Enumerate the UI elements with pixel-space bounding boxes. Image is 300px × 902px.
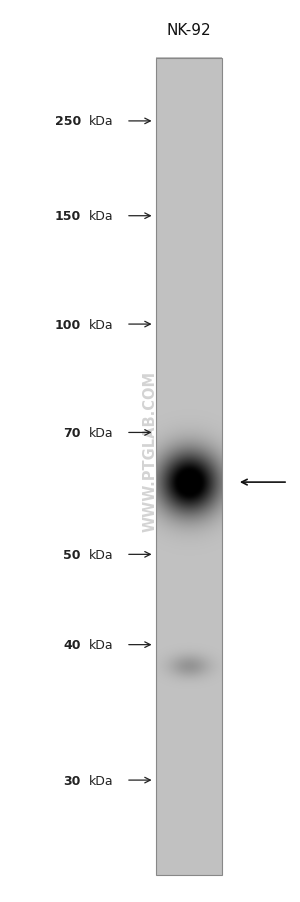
Text: kDa: kDa [88, 548, 113, 561]
Text: 50: 50 [64, 548, 81, 561]
Text: 40: 40 [64, 639, 81, 651]
Text: 150: 150 [55, 210, 81, 223]
Text: 70: 70 [64, 427, 81, 439]
Text: kDa: kDa [88, 639, 113, 651]
Text: kDa: kDa [88, 210, 113, 223]
Text: NK-92: NK-92 [167, 23, 211, 38]
Text: 30: 30 [64, 774, 81, 787]
Text: kDa: kDa [88, 115, 113, 128]
Text: kDa: kDa [88, 427, 113, 439]
Text: 100: 100 [55, 318, 81, 331]
Bar [156, 59, 222, 875]
Text: WWW.PTGLAB.COM: WWW.PTGLAB.COM [142, 371, 158, 531]
Text: 250: 250 [55, 115, 81, 128]
Text: kDa: kDa [88, 774, 113, 787]
Text: kDa: kDa [88, 318, 113, 331]
